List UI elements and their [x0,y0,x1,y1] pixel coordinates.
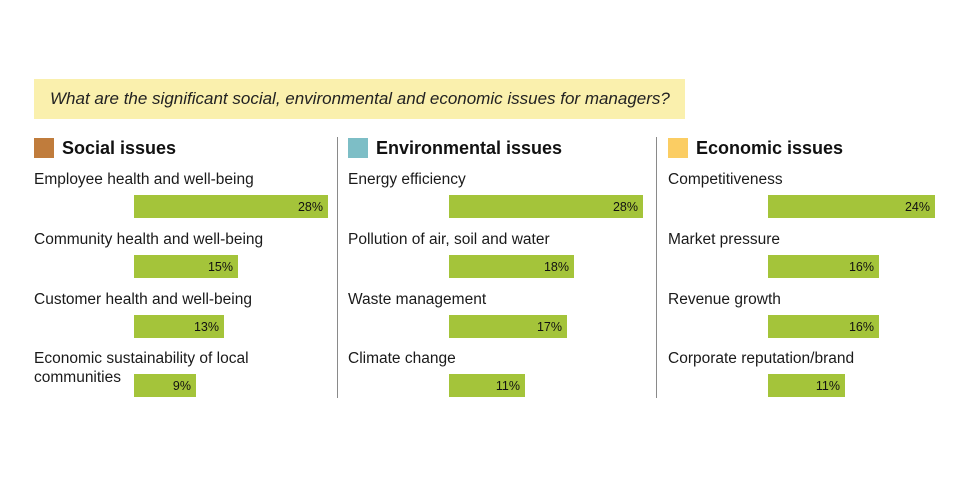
economic-bar-value-label: 16% [848,259,874,274]
social-bar: 15% [134,255,238,278]
economic-bar-value-label: 16% [848,319,874,334]
social-bar-value-label: 9% [172,378,191,393]
social-bar: 13% [134,315,224,338]
social-item-label: Economic sustainability of local [34,350,249,367]
environmental-bar-value-label: 11% [495,378,520,393]
column-divider-2 [656,137,657,398]
environmental-item-label: Climate change [348,350,456,367]
social-bar-value-label: 13% [193,319,219,334]
social-issues-header: Social issues [34,136,176,160]
social-item-label: Community health and well-being [34,231,264,248]
column-divider-1 [337,137,338,398]
environmental-bar-value-label: 28% [612,199,638,214]
economic-bar: 24% [768,195,935,218]
social-item-label: communities [34,369,121,386]
environmental-bar: 18% [449,255,574,278]
environmental-bar: 11% [449,374,525,397]
environmental-bar-value-label: 17% [536,319,562,334]
social-issues-title: Social issues [62,137,177,158]
environmental-bar-value-label: 18% [543,259,569,274]
economic-item-label: Corporate reputation/brand [668,350,855,367]
social-item-label: Employee health and well-being [34,171,254,188]
social-bar: 28% [134,195,328,218]
social-bar-value-label: 28% [297,199,323,214]
environmental-issues-title: Environmental issues [376,137,563,158]
environmental-issues-header: Environmental issues [348,136,562,160]
economic-bar: 11% [768,374,845,397]
economic-item-label: Competitiveness [668,171,783,188]
question-banner: What are the significant social, environ… [34,79,685,119]
social-issues-panel: Social issues Employee health and well-b… [34,134,334,404]
environmental-item-label: Waste management [348,291,487,308]
environmental-bar: 17% [449,315,567,338]
economic-bar: 16% [768,315,879,338]
social-bar: 9% [134,374,196,397]
environmental-item-label: Energy efficiency [348,171,466,188]
question-text: What are the significant social, environ… [50,89,670,108]
social-item-label: Customer health and well-being [34,291,252,308]
economic-bar-value-label: 24% [904,199,930,214]
economic-item-label: Market pressure [668,231,780,248]
economic-issues-header: Economic issues [668,136,843,160]
environmental-bar: 28% [449,195,643,218]
economic-issues-panel: Economic issues Competitiveness 24% Market… [668,134,959,404]
economic-issues-title: Economic issues [696,137,844,158]
economic-item-label: Revenue growth [668,291,781,308]
economic-bar-value-label: 11% [815,378,840,393]
environmental-item-label: Pollution of air, soil and water [348,231,550,248]
environmental-legend-swatch [348,138,368,158]
environmental-issues-panel: Environmental issues Energy efficiency 28… [348,134,648,404]
economic-legend-swatch [668,138,688,158]
economic-bar: 16% [768,255,879,278]
social-bar-value-label: 15% [207,259,233,274]
social-legend-swatch [34,138,54,158]
